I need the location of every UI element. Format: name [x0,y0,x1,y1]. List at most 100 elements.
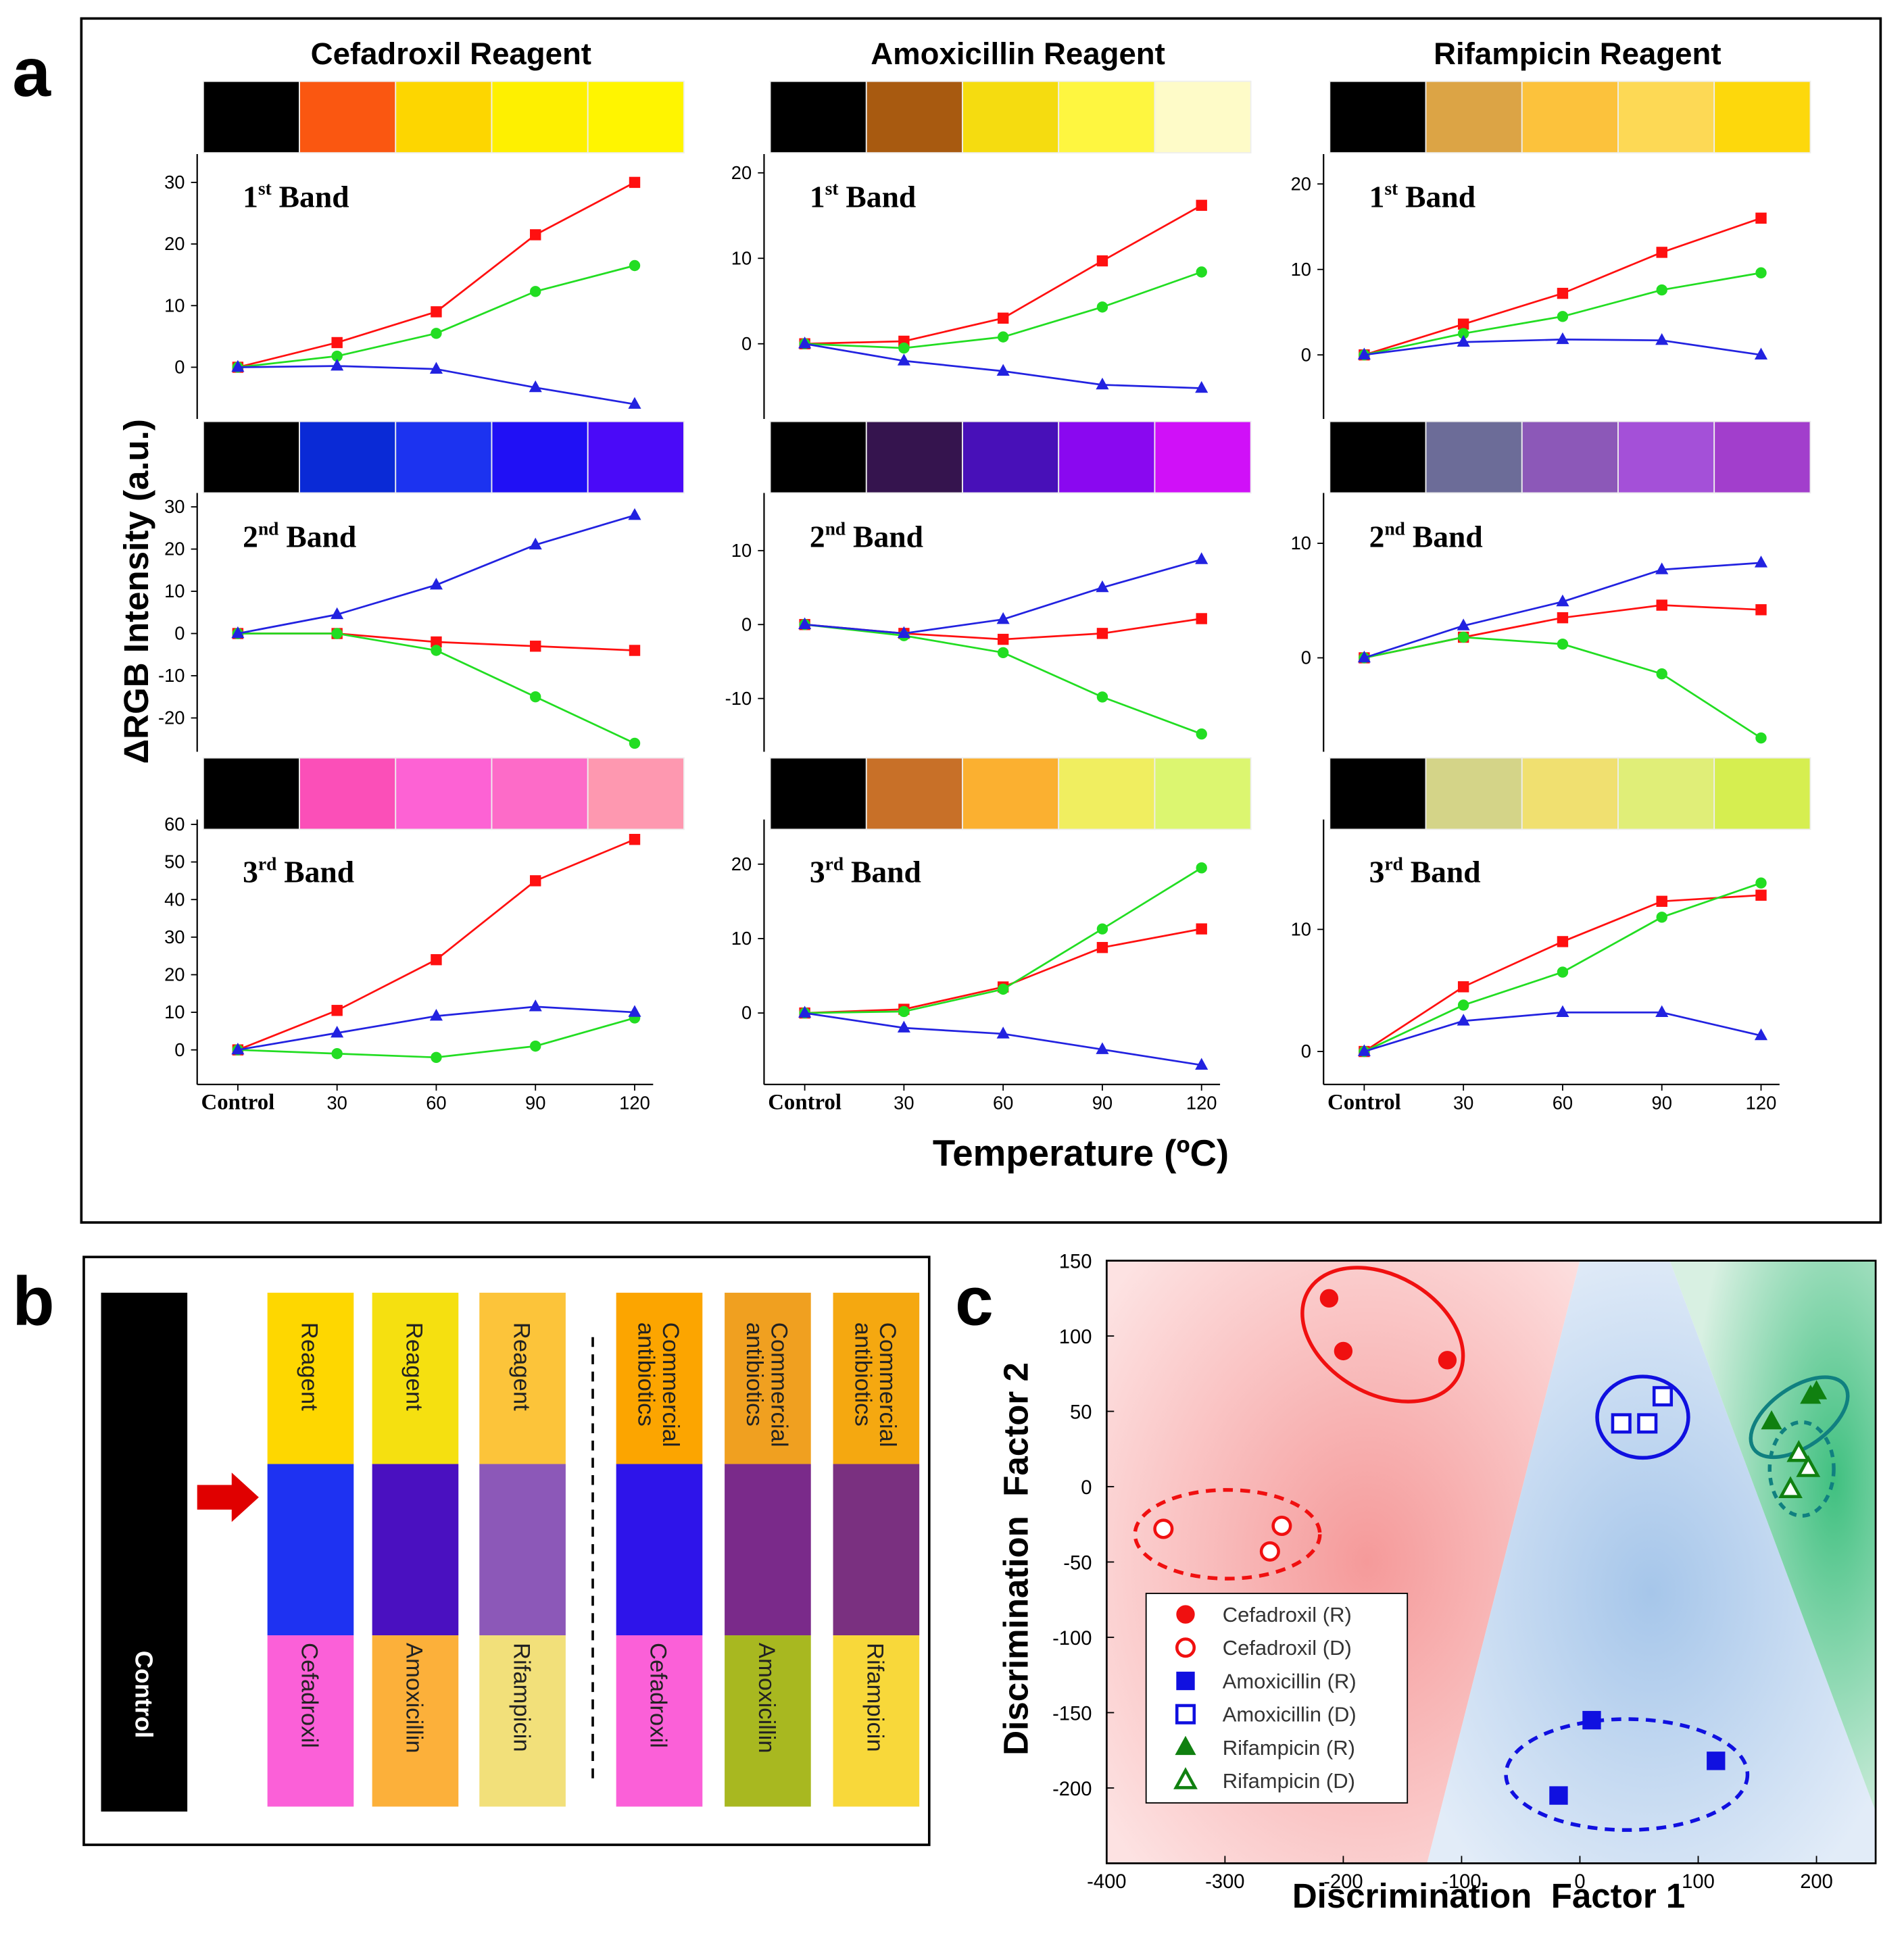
y-tick-label: 50 [1070,1402,1092,1424]
data-point [1582,1710,1601,1730]
data-point [530,875,541,887]
legend-marker [1173,1767,1198,1789]
color-swatch [1521,757,1619,830]
data-point [1196,862,1207,874]
cell-label: Rifampicin [862,1643,888,1752]
data-point [996,612,1010,624]
color-swatch [1154,757,1252,830]
y-tick-label: -50 [1063,1552,1092,1574]
cell-label: antibiotics [850,1322,875,1426]
cluster-outline [1504,1717,1750,1832]
panel-label: c [955,1262,994,1339]
data-point [1655,333,1669,345]
data-point [897,626,910,639]
data-point [1196,266,1207,278]
column-title: Cefadroxil Reagent [311,36,591,71]
legend-marker [1175,1637,1196,1658]
y-tick-label: 40 [164,889,185,910]
data-point [1611,1413,1632,1434]
y-tick-label: 10 [1291,918,1311,939]
legend-label: Amoxicillin (D) [1223,1703,1357,1727]
cell-label: Amoxicillin [754,1643,779,1754]
band-number: 1 [243,179,258,214]
data-point [429,1008,443,1021]
data-point [1319,1289,1339,1308]
legend-label: Rifampicin (D) [1223,1769,1355,1793]
color-swatch [202,420,300,494]
data-point [628,1005,641,1017]
data-point [1549,1786,1568,1805]
data-point [1195,380,1209,393]
data-point [1196,923,1207,935]
data-point [1096,941,1108,953]
reagent-cell [372,1464,459,1636]
reagent-cell [267,1635,354,1807]
data-point [331,607,344,620]
data-point [996,364,1010,376]
y-tick-label: 0 [174,1039,185,1060]
cell-label: Commercial [658,1322,683,1447]
cell-label: Reagent [401,1322,427,1411]
cell-label: Reagent [508,1322,534,1411]
data-point [1755,212,1767,224]
data-point [431,1051,442,1064]
data-point [1096,1042,1109,1054]
data-point [1805,1380,1828,1399]
control-bar [101,1293,188,1812]
x-tick-label: 0 [1574,1871,1585,1893]
x-tick-label: -300 [1205,1871,1244,1893]
data-point [1096,923,1108,935]
reagent-cell [725,1293,811,1464]
y-tick-label: 0 [174,623,185,644]
data-point [1786,1439,1811,1462]
data-point [1656,247,1667,258]
y-tick-label: 0 [741,1002,752,1023]
data-point [1656,599,1667,611]
band-number: 3 [810,855,825,889]
color-swatch [202,757,300,830]
data-point [331,1048,343,1060]
color-swatch [491,420,589,494]
panel-label: b [12,1262,54,1339]
data-point [1557,936,1569,947]
data-point [1457,618,1470,630]
band-word: Band [279,179,349,214]
reagent-cell [267,1293,354,1464]
y-tick-label: 60 [164,814,185,835]
band-suffix: st [825,178,839,199]
data-point [530,641,541,652]
color-swatch [587,757,685,830]
color-swatch [865,80,963,154]
data-point [331,1025,344,1038]
reagent-cell [616,1635,703,1807]
data-point [1761,1410,1782,1430]
data-point [1755,267,1767,278]
color-swatch [865,757,963,830]
band-word: Band [851,855,921,889]
x-tick-label: 60 [993,1092,1013,1113]
data-point [1556,332,1569,345]
x-tick-label: 30 [326,1092,347,1113]
cell-label: Cefadroxil [645,1643,671,1748]
band-label: 2nd Band [810,518,923,553]
data-point [1754,555,1768,568]
color-swatch [962,757,1060,830]
data-point [1656,284,1667,296]
data-point [529,537,542,550]
data-point [1357,347,1371,359]
band-suffix: st [258,178,272,199]
data-point [1438,1351,1457,1370]
series-line [237,1017,635,1059]
reagent-cell [479,1635,566,1807]
band-number: 1 [810,179,825,214]
data-point [1557,287,1569,299]
y-tick-label: 30 [164,926,185,947]
band-number: 3 [1369,855,1385,889]
band-label: 1st Band [1369,178,1475,214]
y-tick-label: 0 [741,333,752,354]
data-point [1457,318,1469,330]
y-tick-label: 10 [1291,532,1311,553]
color-swatch [491,80,589,154]
legend-marker [1176,1605,1195,1624]
data-point [529,380,542,393]
